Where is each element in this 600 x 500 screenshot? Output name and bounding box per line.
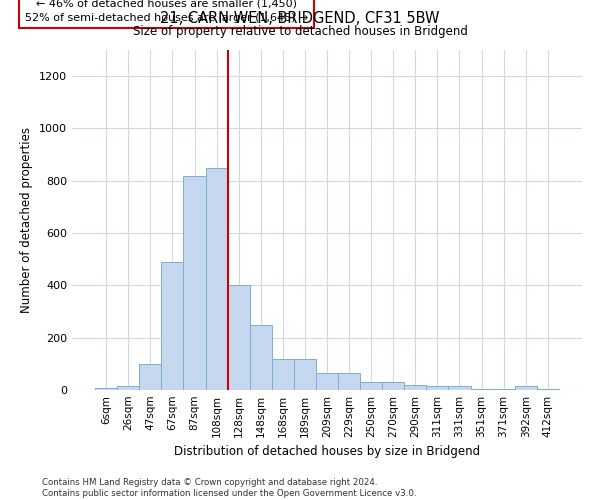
Bar — [515, 386, 537, 390]
Bar — [537, 389, 559, 390]
Text: 21 CARN WEN: 110sqm
← 46% of detached houses are smaller (1,450)
52% of semi-det: 21 CARN WEN: 110sqm ← 46% of detached ho… — [25, 0, 308, 23]
Bar — [338, 373, 360, 390]
Bar — [294, 358, 316, 390]
Bar — [206, 168, 227, 390]
Text: Contains HM Land Registry data © Crown copyright and database right 2024.
Contai: Contains HM Land Registry data © Crown c… — [42, 478, 416, 498]
Bar — [316, 373, 338, 390]
Bar — [250, 324, 272, 390]
Bar — [360, 382, 382, 390]
Bar — [161, 262, 184, 390]
Bar — [493, 389, 515, 390]
Y-axis label: Number of detached properties: Number of detached properties — [20, 127, 34, 313]
Bar — [184, 176, 206, 390]
X-axis label: Distribution of detached houses by size in Bridgend: Distribution of detached houses by size … — [174, 446, 480, 458]
Text: 21, CARN WEN, BRIDGEND, CF31 5BW: 21, CARN WEN, BRIDGEND, CF31 5BW — [160, 11, 440, 26]
Bar — [272, 358, 294, 390]
Bar — [404, 385, 427, 390]
Bar — [117, 386, 139, 390]
Bar — [139, 364, 161, 390]
Bar — [227, 286, 250, 390]
Bar — [382, 382, 404, 390]
Bar — [95, 388, 117, 390]
Bar — [427, 386, 448, 390]
Bar — [470, 388, 493, 390]
Bar — [448, 386, 470, 390]
Text: Size of property relative to detached houses in Bridgend: Size of property relative to detached ho… — [133, 25, 467, 38]
